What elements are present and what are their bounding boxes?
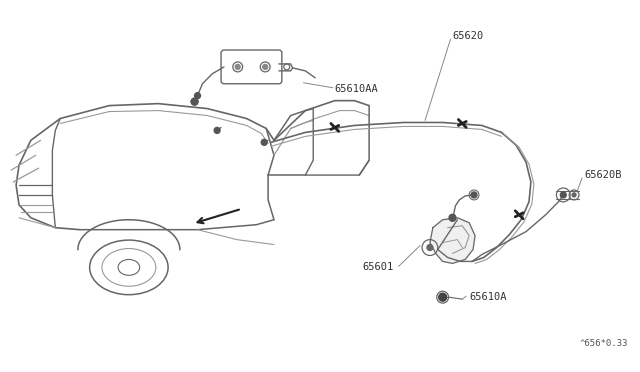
- Circle shape: [191, 98, 198, 105]
- Circle shape: [236, 64, 240, 69]
- Circle shape: [195, 93, 200, 99]
- Text: 65610AA: 65610AA: [335, 84, 378, 94]
- Text: 65601: 65601: [362, 262, 394, 272]
- Circle shape: [572, 193, 576, 197]
- Text: 65620B: 65620B: [584, 170, 621, 180]
- Circle shape: [427, 244, 433, 250]
- Circle shape: [263, 64, 268, 69]
- Circle shape: [449, 214, 456, 221]
- Text: ^656*0.33: ^656*0.33: [580, 339, 628, 348]
- Circle shape: [214, 128, 220, 134]
- Circle shape: [561, 192, 566, 198]
- Polygon shape: [430, 218, 475, 263]
- Circle shape: [439, 293, 447, 301]
- Circle shape: [471, 192, 477, 198]
- Text: 65610A: 65610A: [469, 292, 507, 302]
- Circle shape: [261, 140, 267, 145]
- Text: 65620: 65620: [452, 31, 484, 41]
